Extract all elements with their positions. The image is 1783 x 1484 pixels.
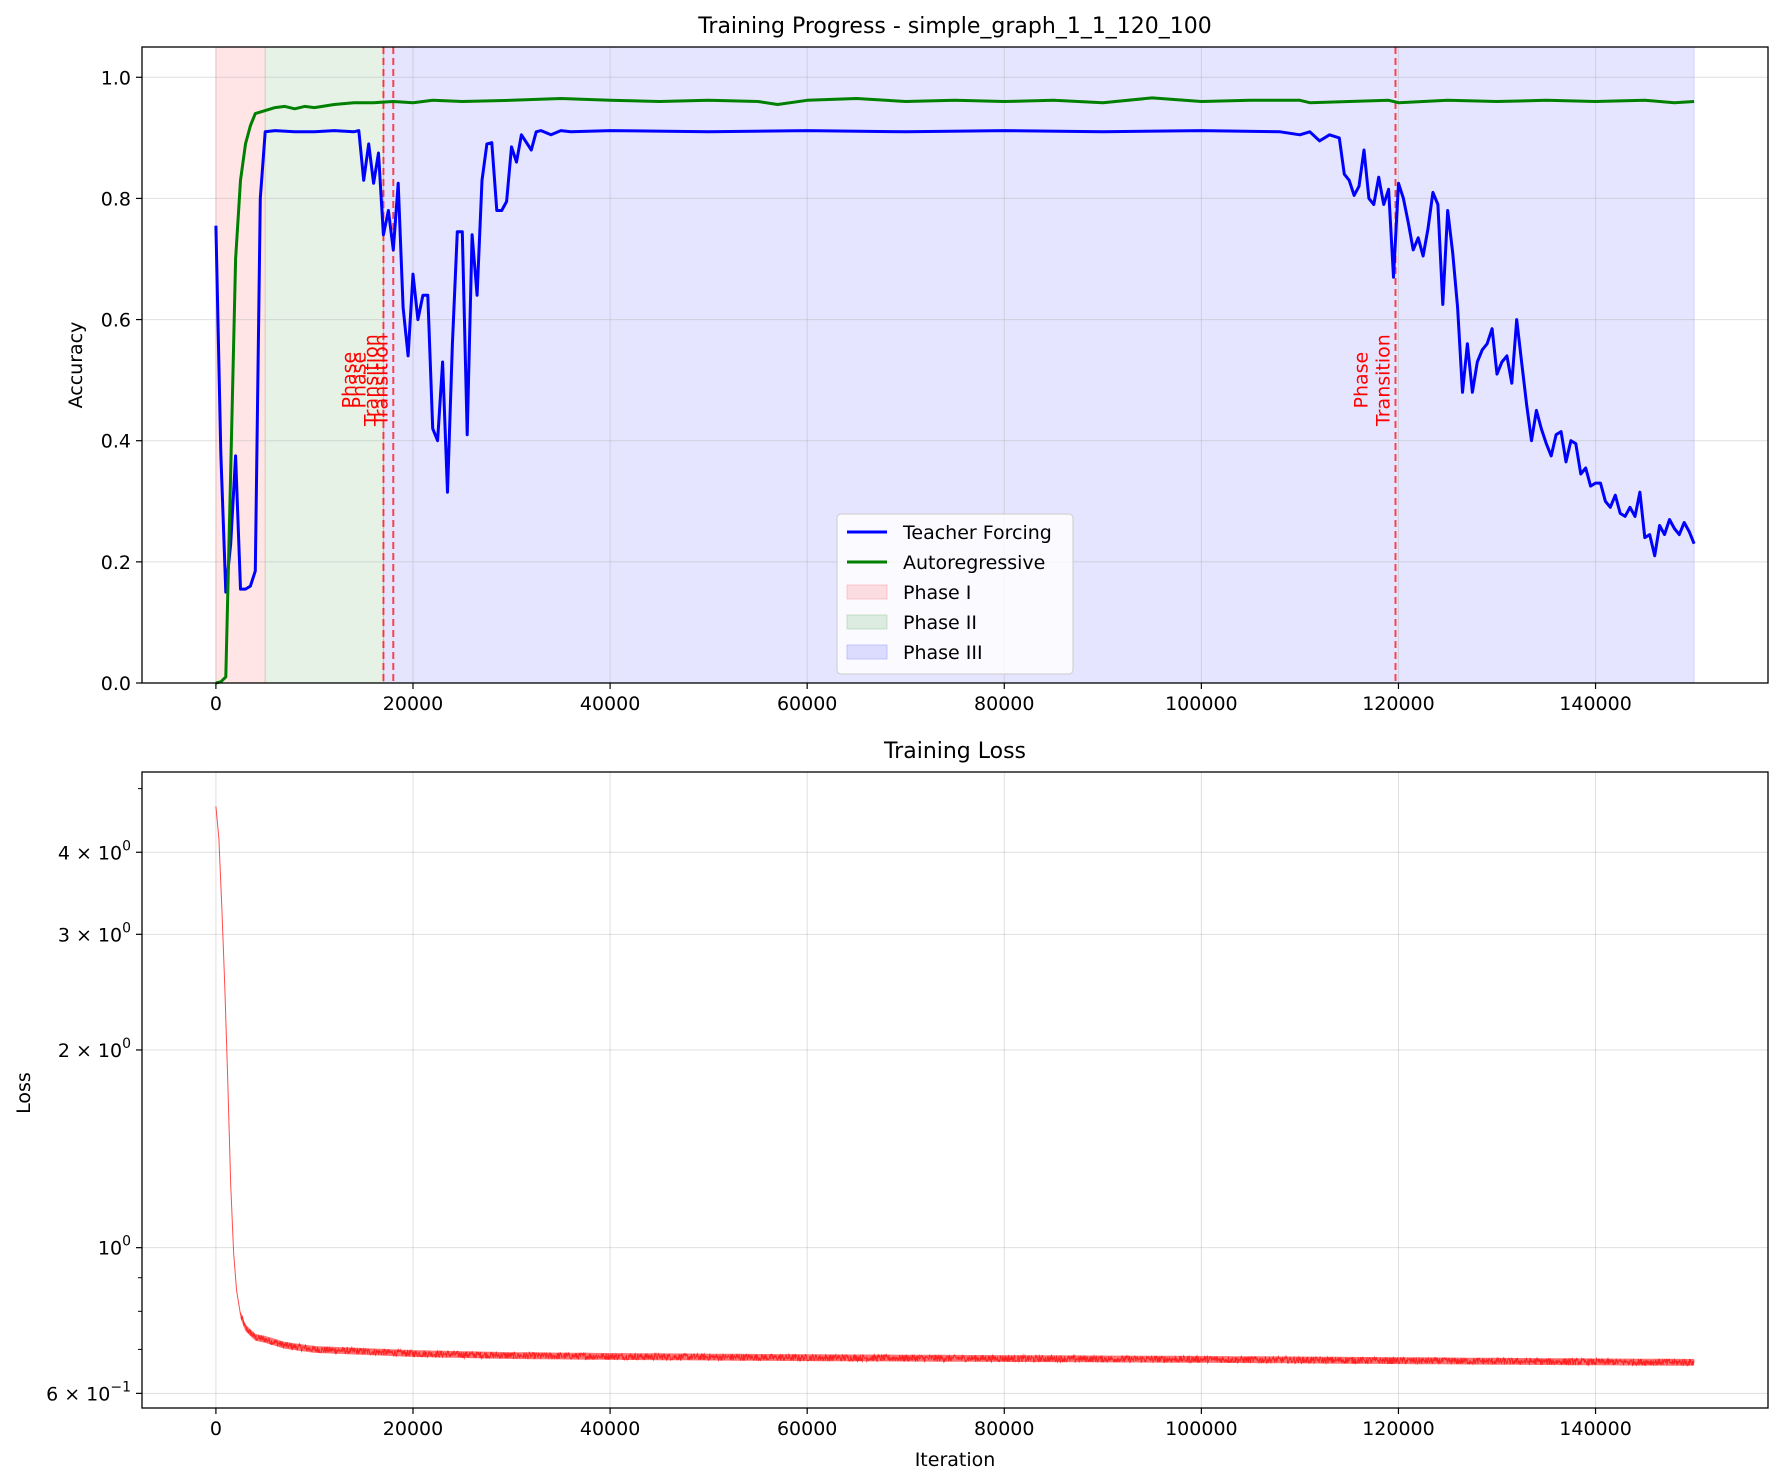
x-tick-label: 40000	[580, 693, 640, 715]
loss-x-axis-label: Iteration	[915, 1449, 996, 1471]
x-tick-label: 0	[210, 693, 222, 715]
x-tick-label: 100000	[1165, 693, 1238, 715]
y-tick-label: 0.8	[101, 188, 131, 210]
legend-entry: Autoregressive	[903, 552, 1045, 574]
loss-noise-band	[240, 1311, 1695, 1366]
y-tick-label: 0.0	[101, 673, 131, 695]
loss-y-axis-label: Loss	[13, 1072, 35, 1114]
phase-transition-label: PhaseTransition	[348, 334, 392, 427]
x-tick-label: 100000	[1165, 1418, 1238, 1440]
loss-plot-frame	[141, 771, 1769, 1409]
loss-panel: Training Loss 0 20000 40000 60000 80000 10000…	[13, 739, 1769, 1471]
y-ticks: 0.0 0.2 0.4 0.6 0.8 1.0	[101, 67, 142, 695]
y-tick-label: 4 × 100	[58, 838, 131, 864]
loss-chart-title: Training Loss	[883, 739, 1026, 764]
phase-region-2	[264, 46, 384, 684]
y-tick-label: 3 × 100	[58, 920, 131, 946]
legend-entry: Phase III	[903, 642, 983, 664]
x-tick-label: 0	[210, 1418, 222, 1440]
phase-transition-label: PhaseTransition	[338, 334, 382, 427]
y-tick-label: 2 × 100	[58, 1036, 131, 1062]
x-tick-label: 140000	[1559, 1418, 1632, 1440]
y-tick-label: 1.0	[101, 67, 131, 89]
legend-entry: Teacher Forcing	[902, 522, 1052, 544]
y-tick-label: 0.4	[101, 431, 131, 453]
x-tick-label: 120000	[1362, 693, 1435, 715]
x-tick-label: 140000	[1559, 693, 1632, 715]
x-tick-label: 120000	[1362, 1418, 1435, 1440]
x-tick-label: 40000	[580, 1418, 640, 1440]
series-line-teacher-forcing	[214, 129, 1696, 594]
legend-swatch	[846, 614, 888, 630]
legend-entry: Phase I	[903, 582, 971, 604]
y-tick-label: 0.6	[101, 310, 131, 332]
legend-entry: Phase II	[903, 612, 977, 634]
x-ticks: 0 20000 40000 60000 80000 100000 120000 140000	[210, 1408, 1632, 1440]
series-lines	[214, 96, 1696, 685]
x-ticks: 0 20000 40000 60000 80000 100000 120000 140000	[210, 683, 1632, 715]
accuracy-chart-title: Training Progress - simple_graph_1_1_120…	[697, 14, 1212, 39]
y-tick-label: 6 × 10−1	[46, 1379, 131, 1405]
legend-swatch	[846, 644, 888, 660]
x-tick-label: 20000	[383, 693, 443, 715]
phase-transition-label: PhaseTransition	[1350, 334, 1394, 427]
accuracy-panel: Training Progress - simple_graph_1_1_120…	[65, 14, 1769, 715]
x-tick-label: 60000	[777, 693, 837, 715]
legend-swatch	[846, 584, 888, 600]
series-line-autoregressive	[215, 96, 1695, 685]
series-lines	[215, 806, 1695, 1368]
x-tick-label: 80000	[974, 693, 1034, 715]
y-tick-label: 100	[98, 1234, 131, 1260]
accuracy-y-axis-label: Accuracy	[65, 322, 87, 409]
grid-lines	[142, 772, 1768, 1408]
legend-box	[836, 513, 1074, 675]
accuracy-plot-frame	[141, 46, 1769, 684]
x-tick-label: 60000	[777, 1418, 837, 1440]
loss-line	[215, 806, 1695, 1368]
legend: Teacher Forcing Autoregressive Phase I Phas…	[836, 513, 1074, 675]
y-tick-label: 0.2	[101, 552, 131, 574]
y-ticks: 6 × 10−1 100 2 × 100 3 × 100 4 × 100	[46, 788, 142, 1405]
x-tick-label: 20000	[383, 1418, 443, 1440]
x-tick-label: 80000	[974, 1418, 1034, 1440]
